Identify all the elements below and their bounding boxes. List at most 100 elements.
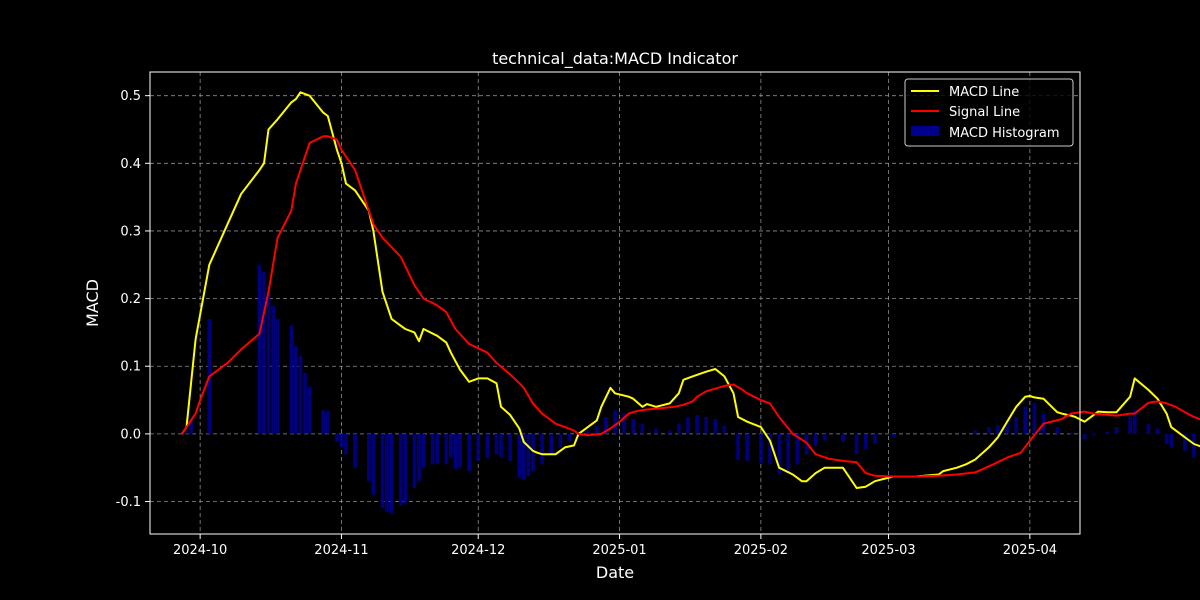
histogram-bar <box>1023 406 1028 434</box>
histogram-bar <box>567 433 572 441</box>
histogram-bar <box>640 423 645 434</box>
histogram-bar <box>841 433 845 443</box>
histogram-bar <box>325 410 330 434</box>
histogram-bar <box>1069 432 1073 434</box>
histogram-bar <box>257 264 262 434</box>
chart-title: technical_data:MACD Indicator <box>492 49 738 69</box>
histogram-bar <box>704 416 708 434</box>
histogram-bar <box>526 433 531 476</box>
histogram-bar <box>1169 433 1173 448</box>
histogram-bar <box>549 433 553 455</box>
histogram-bar <box>417 433 421 482</box>
histogram-bar <box>499 433 503 458</box>
histogram-bar <box>1032 402 1037 434</box>
y-tick-label: 0.1 <box>120 360 141 375</box>
histogram-bar <box>403 433 408 504</box>
y-axis-label: MACD <box>83 279 102 327</box>
legend-box <box>904 78 1074 147</box>
histogram-bar <box>863 433 868 449</box>
legend-swatch-macd-histogram <box>911 126 939 136</box>
histogram-bar <box>1128 416 1132 434</box>
histogram-bar <box>517 433 522 478</box>
histogram-bar <box>494 433 499 455</box>
histogram-bar <box>303 373 307 434</box>
histogram-bar <box>262 271 266 434</box>
legend: MACD Line Signal Line MACD Histogram <box>904 78 1074 147</box>
histogram-bar <box>1146 423 1151 434</box>
histogram-bar <box>430 433 435 465</box>
histogram-bar <box>891 433 895 438</box>
histogram-bar <box>294 345 298 434</box>
histogram-bar <box>722 425 727 434</box>
histogram-bar <box>786 433 791 474</box>
x-tick-label: 2025-03 <box>861 543 915 558</box>
histogram-bar <box>508 433 512 461</box>
histogram-bar <box>275 318 280 434</box>
histogram-bar <box>335 433 339 443</box>
histogram-bar <box>339 433 344 448</box>
histogram-bar <box>604 416 608 434</box>
histogram-bar <box>585 430 590 434</box>
histogram-bar <box>289 325 294 434</box>
histogram-bar <box>1105 431 1110 434</box>
histogram-bar <box>973 430 977 434</box>
histogram-bar <box>695 414 699 434</box>
histogram-bar <box>1164 433 1169 445</box>
histogram-bar <box>412 433 417 489</box>
histogram-bar <box>307 386 312 434</box>
histogram-bar <box>1192 433 1196 458</box>
histogram-bar <box>371 433 376 495</box>
histogram-bar <box>485 433 490 458</box>
x-tick-label: 2025-04 <box>1003 543 1057 558</box>
histogram-bar <box>476 433 481 461</box>
histogram-bar <box>271 305 275 434</box>
x-tick-label: 2024-12 <box>451 543 505 558</box>
histogram-bar <box>745 433 750 461</box>
x-axis-label: Date <box>596 563 634 582</box>
x-tick-label: 2025-02 <box>734 543 788 558</box>
histogram-bar <box>813 433 818 447</box>
histogram-bar <box>435 433 440 464</box>
histogram-bar <box>467 433 471 472</box>
histogram-bar <box>189 420 193 434</box>
histogram-bar <box>873 433 877 445</box>
histogram-bar <box>389 433 394 514</box>
legend-label-macd-line: MACD Line <box>949 85 1019 100</box>
histogram-bar <box>996 425 1000 434</box>
histogram-bar <box>398 433 403 506</box>
histogram-bar <box>613 410 617 434</box>
histogram-bar <box>631 419 636 434</box>
histogram-bar <box>453 433 458 470</box>
x-tick-label: 2024-11 <box>314 543 368 558</box>
histogram-bar <box>458 433 462 468</box>
histogram-bar <box>321 410 326 434</box>
histogram-bar <box>1183 433 1187 451</box>
axes-frame <box>149 71 1081 535</box>
y-tick-label: 0.0 <box>120 427 141 442</box>
histogram-bar <box>522 433 526 480</box>
plot-area <box>149 71 1200 535</box>
histogram-bar <box>531 433 535 472</box>
histogram-bar <box>1114 427 1119 434</box>
y-axis-ticks: -0.1 0.0 0.1 0.2 0.3 0.4 0.5 <box>116 89 150 510</box>
legend-label-signal-line: Signal Line <box>949 105 1020 120</box>
series-lines <box>181 91 1200 489</box>
histogram-bar <box>367 433 371 482</box>
x-tick-label: 2024-10 <box>173 543 227 558</box>
histogram-bar <box>1014 416 1018 434</box>
histogram-bar <box>1155 428 1160 434</box>
histogram-bar <box>558 433 563 448</box>
histogram-bar <box>822 433 827 441</box>
histogram-bar <box>184 430 189 434</box>
histogram-bar <box>667 430 672 434</box>
histogram-bar <box>677 423 681 434</box>
histogram-bar <box>736 433 740 460</box>
histogram-bar <box>795 433 800 465</box>
histogram-bar <box>344 433 348 455</box>
histogram-bar <box>540 433 544 465</box>
histogram-bar <box>266 291 271 434</box>
histogram-bar <box>622 413 626 434</box>
x-axis-ticks: 2024-10 2024-11 2024-12 2025-01 2025-02 2025-… <box>173 534 1057 558</box>
y-tick-label: 0.5 <box>120 89 141 104</box>
